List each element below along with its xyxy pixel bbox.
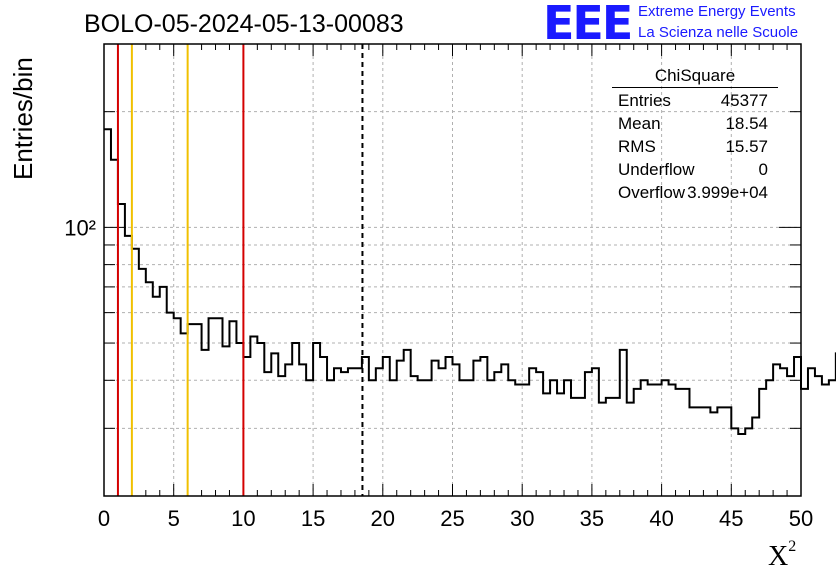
histogram-series	[104, 128, 836, 435]
x-tick-label: 20	[371, 506, 395, 531]
stats-value: 0	[758, 160, 768, 179]
stats-row-overflow: Overflow 3.999e+04	[612, 183, 778, 206]
stats-value: 45377	[720, 91, 768, 110]
x-tick-label: 15	[301, 506, 325, 531]
x-tick-label: 50	[789, 506, 813, 531]
stats-value: 18.54	[725, 114, 768, 133]
x-tick-label: 30	[510, 506, 534, 531]
logo-line-2: La Scienza nelle Scuole	[638, 24, 799, 41]
eee-logo-mark: EEE	[543, 0, 633, 50]
stats-key: Overflow	[618, 183, 686, 202]
x-tick-label: 5	[168, 506, 180, 531]
x-axis-label-base: X	[768, 541, 789, 572]
stats-key: Mean	[618, 114, 661, 133]
chart-title: BOLO-05-2024-05-13-00083	[84, 10, 404, 38]
x-axis-label: X2	[768, 538, 796, 573]
stats-box: ChiSquare Entries 45377 Mean 18.54 RMS 15.5…	[612, 66, 778, 206]
stats-row-entries: Entries 45377	[612, 91, 778, 114]
stats-value: 3.999e+04	[687, 183, 768, 202]
stats-key: Underflow	[618, 160, 695, 179]
stats-key: RMS	[618, 137, 656, 156]
x-tick-label: 45	[719, 506, 743, 531]
logo-line-1: Extreme Energy Events	[638, 3, 796, 20]
stats-row-underflow: Underflow 0	[612, 160, 778, 183]
stats-row-rms: RMS 15.57	[612, 137, 778, 160]
x-tick-label: 25	[440, 506, 464, 531]
x-tick-label: 0	[98, 506, 110, 531]
stats-row-mean: Mean 18.54	[612, 114, 778, 137]
x-tick-label: 40	[649, 506, 673, 531]
x-axis-label-sup: 2	[788, 538, 797, 555]
y-tick-label: 10²	[64, 215, 96, 240]
plot-frame	[103, 43, 802, 497]
y-axis-label: Entries/bin	[8, 57, 38, 180]
x-tick-label: 10	[231, 506, 255, 531]
x-tick-label: 35	[580, 506, 604, 531]
stats-key: Entries	[618, 91, 671, 110]
stats-title: ChiSquare	[612, 66, 778, 88]
stats-value: 15.57	[725, 137, 768, 156]
